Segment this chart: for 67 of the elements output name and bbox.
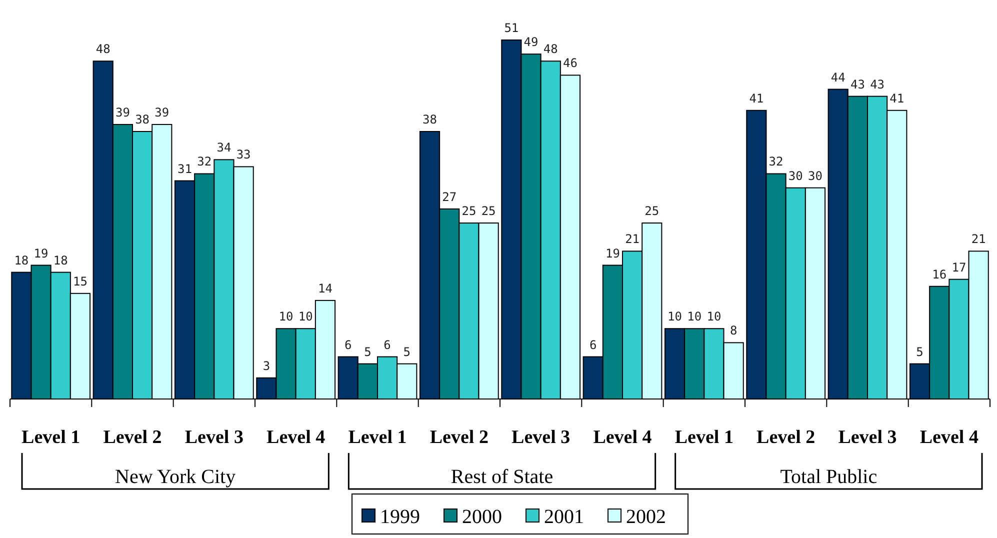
data-label: 19 bbox=[34, 246, 48, 260]
data-label: 6 bbox=[384, 338, 391, 352]
data-label: 32 bbox=[768, 154, 784, 169]
x-tick-label: Level 1 bbox=[348, 427, 407, 448]
data-label: 16 bbox=[932, 267, 947, 282]
data-label: 41 bbox=[749, 91, 764, 106]
x-tick-label: Level 4 bbox=[920, 427, 979, 448]
text: Rest of State bbox=[450, 466, 554, 488]
x-tick-label: Level 3 bbox=[184, 427, 244, 448]
data-label: 10 bbox=[706, 310, 722, 324]
data-label: 34 bbox=[216, 140, 232, 155]
legend-label: 2002 bbox=[626, 506, 666, 528]
x-tick-label: Level 2 bbox=[756, 427, 816, 448]
data-label: 43 bbox=[870, 77, 885, 92]
data-label: 27 bbox=[442, 190, 457, 204]
data-label: 41 bbox=[890, 91, 904, 106]
x-tick-label: Level 3 bbox=[512, 427, 570, 448]
data-label: 18 bbox=[14, 253, 29, 268]
data-label: 18 bbox=[53, 253, 68, 268]
x-tick-label: Level 1 bbox=[674, 427, 734, 448]
data-label: 51 bbox=[504, 21, 519, 35]
x-tick-label: Level 4 bbox=[266, 427, 326, 448]
data-label: 48 bbox=[96, 42, 110, 56]
data-label: 38 bbox=[135, 112, 150, 127]
data-label: 6 bbox=[344, 338, 352, 352]
data-label: 5 bbox=[403, 344, 411, 359]
data-label: 49 bbox=[524, 35, 538, 50]
data-label: 32 bbox=[197, 154, 212, 169]
data-label: 21 bbox=[625, 232, 640, 246]
data-label: 39 bbox=[154, 105, 170, 120]
text: Total Public bbox=[780, 466, 878, 488]
data-label: 17 bbox=[952, 260, 966, 274]
data-label: 25 bbox=[462, 204, 476, 218]
data-label: 10 bbox=[687, 310, 702, 324]
data-label: 5 bbox=[364, 344, 372, 359]
data-label: 44 bbox=[830, 70, 846, 84]
data-label: 10 bbox=[298, 310, 313, 324]
data-label: 25 bbox=[644, 204, 660, 218]
data-label: 38 bbox=[422, 112, 437, 127]
x-tick-label: Level 4 bbox=[593, 427, 652, 448]
data-label: 30 bbox=[788, 168, 803, 183]
legend-label: 1999 bbox=[380, 506, 420, 528]
legend-label: 2000 bbox=[462, 506, 502, 528]
data-label: 43 bbox=[850, 77, 865, 92]
data-label: 14 bbox=[318, 281, 332, 296]
data-label: 33 bbox=[236, 148, 251, 162]
data-label: 25 bbox=[481, 204, 496, 218]
data-label: 48 bbox=[543, 42, 558, 56]
data-label: 31 bbox=[178, 162, 192, 176]
data-label: 5 bbox=[916, 344, 924, 359]
x-tick-label: Level 2 bbox=[430, 427, 488, 448]
legend-label: 2001 bbox=[544, 506, 584, 528]
data-label: 19 bbox=[605, 246, 620, 260]
data-label: 21 bbox=[971, 232, 986, 246]
x-tick-label: Level 1 bbox=[22, 427, 80, 448]
data-label: 6 bbox=[589, 338, 597, 352]
data-label: 30 bbox=[808, 168, 822, 183]
x-tick-label: Level 3 bbox=[838, 427, 897, 448]
data-label: 10 bbox=[278, 310, 294, 324]
text: New York City bbox=[115, 466, 236, 488]
data-label: 15 bbox=[73, 274, 88, 288]
data-label: 46 bbox=[563, 56, 578, 70]
data-label: 10 bbox=[668, 310, 682, 324]
data-label: 8 bbox=[730, 324, 738, 338]
x-tick-label: Level 2 bbox=[103, 427, 162, 448]
data-label: 3 bbox=[262, 358, 270, 373]
data-label: 39 bbox=[115, 105, 130, 120]
